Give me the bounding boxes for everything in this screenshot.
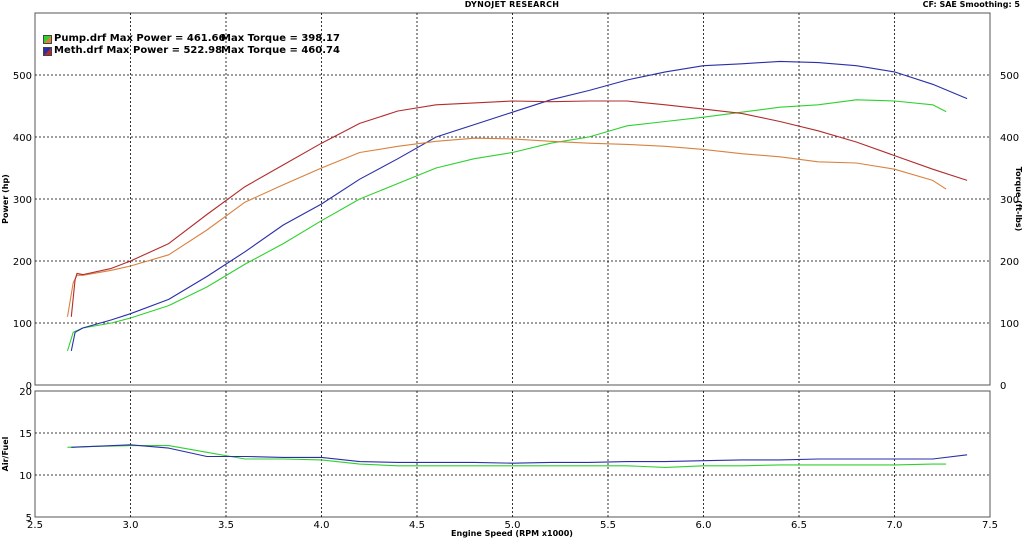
series-line-pump-drf-air-fuel bbox=[67, 445, 947, 468]
correction-factor-info: CF: SAE Smoothing: 5 bbox=[922, 0, 1020, 9]
series-line-meth-drf-power bbox=[70, 60, 968, 352]
x-tick-label: 7.0 bbox=[887, 520, 903, 531]
y-tick-label: 0 bbox=[26, 381, 32, 392]
legend-entry-pump: Pump.drf Max Power = 461.66 Max Torque =… bbox=[43, 33, 340, 45]
y-tick-label: 200 bbox=[13, 257, 32, 268]
y-tick-label: 20 bbox=[19, 387, 32, 398]
x-tick-label: 7.5 bbox=[982, 520, 998, 531]
tick-labels: 0 0 100 100 200 200 300 300 400 400 500 500 2.5 3.0 3.… bbox=[13, 71, 1019, 531]
series-layer bbox=[66, 60, 968, 468]
x-tick-label: 3.5 bbox=[218, 520, 234, 531]
y2-tick-label: 500 bbox=[1000, 71, 1019, 82]
grid bbox=[35, 13, 990, 517]
legend-swatch-meth bbox=[43, 46, 52, 56]
legend-torque-text: Max Torque = 460.74 bbox=[221, 45, 340, 56]
y-axis-label: Power (hp) bbox=[1, 174, 10, 224]
y-tick-label: 500 bbox=[13, 71, 32, 82]
y2-axis-label: Torque (ft-lbs) bbox=[1014, 167, 1023, 232]
legend-entry-meth: Meth.drf Max Power = 522.98 Max Torque =… bbox=[43, 45, 340, 57]
y-tick-label: 15 bbox=[19, 429, 32, 440]
series-line-meth-drf-air-fuel bbox=[71, 444, 968, 464]
y2-tick-label: 400 bbox=[1000, 133, 1019, 144]
series-line-meth-drf-torque bbox=[70, 100, 968, 317]
x-tick-label: 4.0 bbox=[314, 520, 330, 531]
legend-torque-text: Max Torque = 398.17 bbox=[221, 33, 340, 44]
y-tick-label: 5 bbox=[26, 513, 32, 524]
x-tick-label: 2.5 bbox=[27, 520, 43, 531]
x-tick-label: 5.0 bbox=[505, 520, 521, 531]
legend-swatch-pump bbox=[43, 34, 52, 44]
x-axis-label: Engine Speed (RPM x1000) bbox=[451, 529, 573, 538]
series-line-pump-drf-torque bbox=[66, 137, 947, 317]
y-tick-label: 400 bbox=[13, 133, 32, 144]
y2-tick-label: 200 bbox=[1000, 257, 1019, 268]
lower-plot-frame bbox=[34, 390, 991, 518]
chart-title: DYNOJET RESEARCH bbox=[464, 0, 560, 9]
legend-power-text: Pump.drf Max Power = 461.66 bbox=[54, 33, 226, 44]
x-tick-label: 5.5 bbox=[600, 520, 616, 531]
legend-power-text: Meth.drf Max Power = 522.98 bbox=[54, 45, 223, 56]
y2-tick-label: 0 bbox=[1000, 381, 1006, 392]
x-tick-label: 4.5 bbox=[409, 520, 425, 531]
afr-axis-label: Air/Fuel bbox=[1, 436, 10, 471]
y-tick-label: 300 bbox=[13, 195, 32, 206]
x-tick-label: 6.0 bbox=[696, 520, 712, 531]
y2-tick-label: 300 bbox=[1000, 195, 1019, 206]
y-tick-label: 10 bbox=[19, 471, 32, 482]
x-tick-label: 3.0 bbox=[123, 520, 139, 531]
series-line-pump-drf-power bbox=[66, 99, 947, 352]
x-tick-label: 6.5 bbox=[791, 520, 807, 531]
legend: Pump.drf Max Power = 461.66 Max Torque =… bbox=[43, 33, 340, 57]
y-tick-label: 100 bbox=[13, 319, 32, 330]
y2-tick-label: 100 bbox=[1000, 319, 1019, 330]
